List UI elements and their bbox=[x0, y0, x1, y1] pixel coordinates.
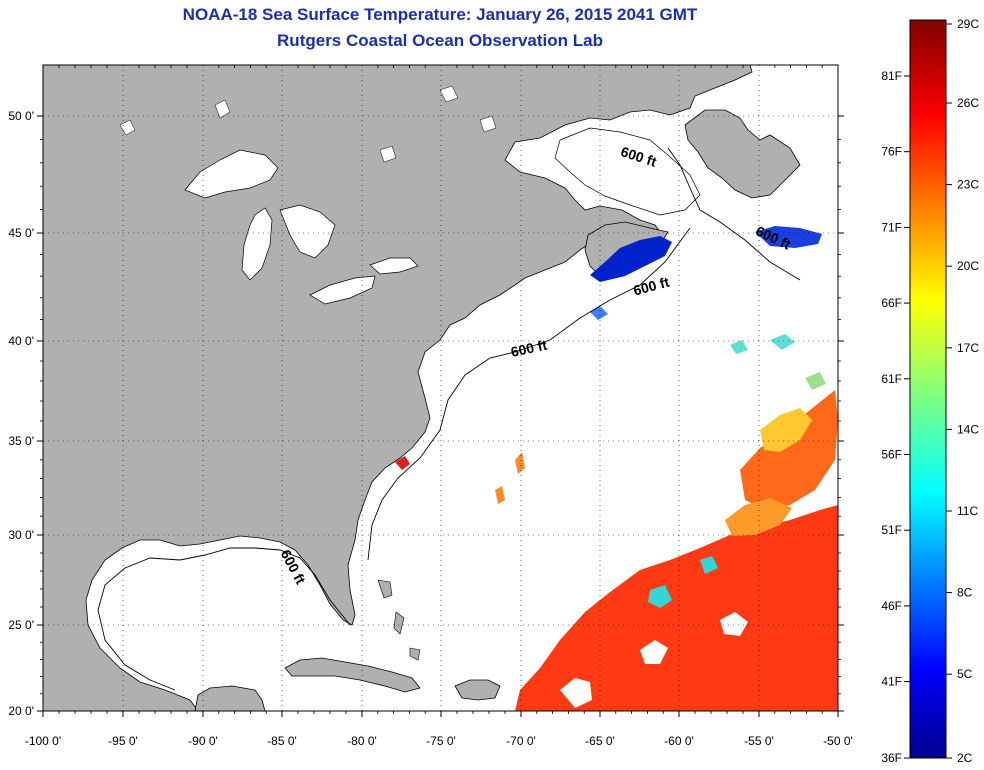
lon-label: -65 0' bbox=[585, 734, 615, 748]
land-yucatan bbox=[194, 685, 266, 711]
lake-ontario bbox=[369, 257, 419, 275]
colorbar-f-label: 41F bbox=[881, 675, 902, 689]
lon-label: -90 0' bbox=[188, 734, 218, 748]
colorbar-f-label: 51F bbox=[881, 523, 902, 537]
land-cuba bbox=[284, 657, 421, 693]
lat-label: 20 0' bbox=[8, 704, 34, 718]
colorbar-c-label: 5C bbox=[957, 667, 973, 681]
colorbar-c-label: 17C bbox=[957, 341, 979, 355]
lake-huron bbox=[279, 204, 336, 259]
colorbar bbox=[909, 19, 947, 759]
colorbar-f-label: 76F bbox=[881, 145, 902, 159]
lon-label: -85 0' bbox=[267, 734, 297, 748]
lon-label: -75 0' bbox=[426, 734, 456, 748]
lat-label: 35 0' bbox=[8, 434, 34, 448]
colorbar-c-label: 29C bbox=[957, 17, 979, 31]
lon-label: -95 0' bbox=[108, 734, 138, 748]
colorbar-f-label: 56F bbox=[881, 448, 902, 462]
land-newfoundland bbox=[684, 109, 801, 199]
lat-label: 45 0' bbox=[8, 226, 34, 240]
colorbar-f-label: 46F bbox=[881, 599, 902, 613]
lat-label: 30 0' bbox=[8, 528, 34, 542]
lake-michigan bbox=[241, 207, 273, 281]
lon-label: -100 0' bbox=[25, 734, 61, 748]
colorbar-c-label: 14C bbox=[957, 422, 979, 436]
colorbar-c-label: 23C bbox=[957, 178, 979, 192]
map-title: NOAA-18 Sea Surface Temperature: January… bbox=[182, 5, 698, 24]
contour-label: 600 ft bbox=[509, 337, 548, 360]
colorbar-f-label: 66F bbox=[881, 296, 902, 310]
lake-superior bbox=[184, 149, 279, 199]
colorbar-c-label: 11C bbox=[957, 504, 978, 518]
lon-label: -50 0' bbox=[823, 734, 853, 748]
colorbar-f-label: 36F bbox=[881, 751, 902, 765]
colorbar-f-label: 81F bbox=[881, 69, 902, 83]
colorbar-ticks: 29C 26C 23C 20C 17C 14C 11C 8C 5C 2C 81F 76F 71F 66F 6… bbox=[881, 17, 979, 765]
colorbar-f-label: 71F bbox=[881, 220, 902, 234]
longitude-axis: -100 0' -95 0' -90 0' -85 0' -80 0' -75 0' -70… bbox=[25, 65, 853, 748]
land-hispaniola bbox=[454, 679, 501, 701]
land-north-america bbox=[43, 65, 753, 711]
lat-label: 25 0' bbox=[8, 618, 34, 632]
colorbar-c-label: 20C bbox=[957, 259, 979, 273]
lon-label: -60 0' bbox=[664, 734, 694, 748]
colorbar-c-label: 26C bbox=[957, 96, 979, 110]
lon-label: -55 0' bbox=[744, 734, 774, 748]
colorbar-c-label: 2C bbox=[957, 751, 973, 765]
gulf-st-lawrence bbox=[554, 127, 701, 216]
lon-label: -80 0' bbox=[347, 734, 377, 748]
colorbar-c-label: 8C bbox=[957, 586, 973, 600]
lake-erie bbox=[309, 275, 376, 305]
lat-label: 40 0' bbox=[8, 334, 34, 348]
small-lakes bbox=[119, 85, 497, 163]
map-subtitle: Rutgers Coastal Ocean Observation Lab bbox=[277, 31, 603, 50]
land-bahamas bbox=[377, 579, 421, 661]
lon-label: -70 0' bbox=[506, 734, 536, 748]
colorbar-f-label: 61F bbox=[881, 372, 902, 386]
lat-label: 50 0' bbox=[8, 109, 34, 123]
latitude-axis: 50 0' 45 0' 40 0' 35 0' 30 0' 25 0' 20 0' bbox=[8, 109, 844, 718]
isobath-contours bbox=[97, 147, 801, 691]
